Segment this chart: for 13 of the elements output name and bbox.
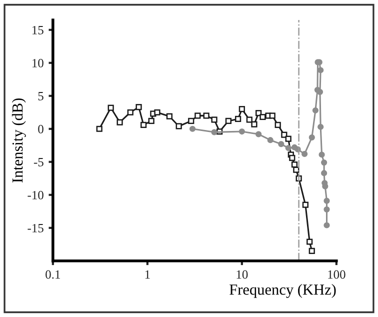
y-tick-label: 10	[32, 58, 44, 68]
y-axis-title: Intensity (dB)	[12, 98, 26, 183]
x-axis-title: Frequency (KHz)	[230, 284, 336, 298]
x-tick-label: 10	[236, 270, 248, 279]
y-tick-label: -5	[34, 158, 44, 166]
y-tick-label: 15	[32, 26, 44, 34]
y-tick-label: 0	[38, 124, 44, 134]
x-tick-label: 1	[145, 270, 150, 279]
x-tick-label: 100	[328, 270, 346, 279]
x-tick-label: 0.1	[46, 270, 60, 279]
y-tick-label: -15	[28, 224, 44, 232]
y-tick-label: -10	[28, 190, 44, 200]
y-tick-label: 5	[38, 92, 44, 100]
